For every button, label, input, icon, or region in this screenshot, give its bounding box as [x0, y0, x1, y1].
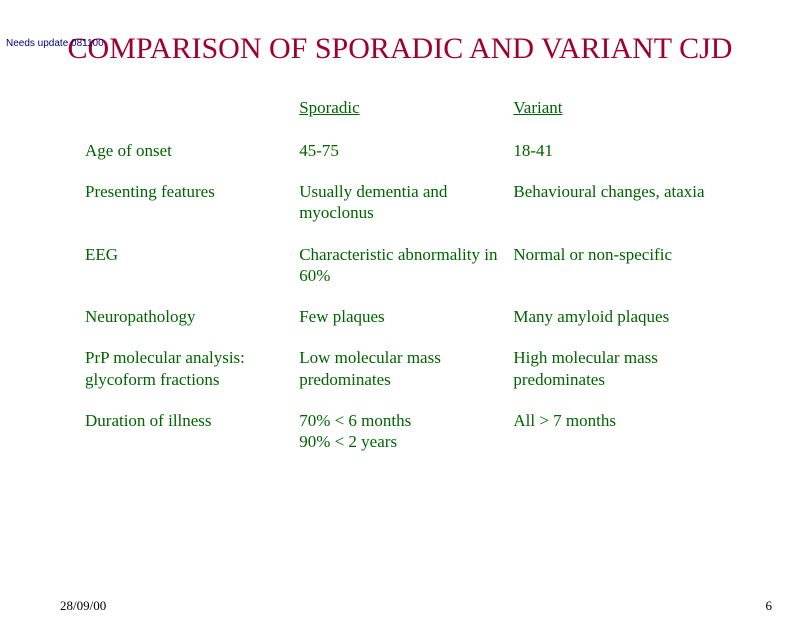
- table-body: Age of onset 45-75 18-41 Presenting feat…: [85, 130, 715, 463]
- table-header-row: Sporadic Variant: [85, 87, 715, 130]
- cell-sporadic: Low molecular mass predominates: [299, 337, 513, 400]
- cell-sporadic: Characteristic abnormality in 60%: [299, 234, 513, 297]
- cell-sporadic: Few plaques: [299, 296, 513, 337]
- cell-sporadic: Usually dementia and myoclonus: [299, 171, 513, 234]
- table-row: Neuropathology Few plaques Many amyloid …: [85, 296, 715, 337]
- col-header-sporadic: Sporadic: [299, 87, 513, 130]
- table-row: Presenting features Usually dementia and…: [85, 171, 715, 234]
- cell-sporadic: 70% < 6 months90% < 2 years: [299, 400, 513, 463]
- row-label: EEG: [85, 234, 299, 297]
- table-row: PrP molecular analysis: glycoform fracti…: [85, 337, 715, 400]
- cell-variant: Behavioural changes, ataxia: [513, 171, 715, 234]
- footer-date: 28/09/00: [60, 598, 106, 614]
- row-label: Neuropathology: [85, 296, 299, 337]
- table-row: Age of onset 45-75 18-41: [85, 130, 715, 171]
- cell-variant: 18-41: [513, 130, 715, 171]
- col-header-blank: [85, 87, 299, 130]
- page-title: COMPARISON OF SPORADIC AND VARIANT CJD: [0, 32, 800, 67]
- table-row: EEG Characteristic abnormality in 60% No…: [85, 234, 715, 297]
- comparison-table-container: Sporadic Variant Age of onset 45-75 18-4…: [0, 87, 800, 463]
- comparison-table: Sporadic Variant Age of onset 45-75 18-4…: [85, 87, 715, 463]
- cell-variant: High molecular mass predominates: [513, 337, 715, 400]
- row-label: Presenting features: [85, 171, 299, 234]
- row-label: PrP molecular analysis: glycoform fracti…: [85, 337, 299, 400]
- cell-variant: All > 7 months: [513, 400, 715, 463]
- table-row: Duration of illness 70% < 6 months90% < …: [85, 400, 715, 463]
- row-label: Age of onset: [85, 130, 299, 171]
- row-label: Duration of illness: [85, 400, 299, 463]
- update-note: Needs update 081100: [6, 38, 104, 49]
- footer-page-number: 6: [766, 598, 773, 614]
- col-header-variant: Variant: [513, 87, 715, 130]
- cell-sporadic: 45-75: [299, 130, 513, 171]
- cell-variant: Many amyloid plaques: [513, 296, 715, 337]
- cell-variant: Normal or non-specific: [513, 234, 715, 297]
